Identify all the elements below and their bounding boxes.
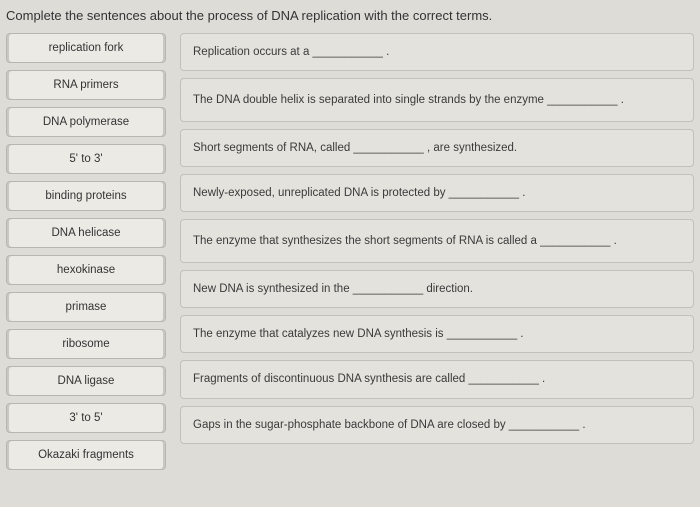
term-item[interactable]: primase — [6, 292, 166, 322]
sentence-blank[interactable]: Short segments of RNA, called __________… — [180, 129, 694, 167]
term-item[interactable]: hexokinase — [6, 255, 166, 285]
term-item[interactable]: DNA helicase — [6, 218, 166, 248]
content-area: replication fork RNA primers DNA polymer… — [0, 33, 700, 470]
term-item[interactable]: DNA polymerase — [6, 107, 166, 137]
sentence-blank[interactable]: New DNA is synthesized in the __________… — [180, 270, 694, 308]
term-item[interactable]: 3' to 5' — [6, 403, 166, 433]
sentence-blank[interactable]: The enzyme that synthesizes the short se… — [180, 219, 694, 263]
sentence-blank[interactable]: The DNA double helix is separated into s… — [180, 78, 694, 122]
term-item[interactable]: ribosome — [6, 329, 166, 359]
term-item[interactable]: binding proteins — [6, 181, 166, 211]
instruction-header: Complete the sentences about the process… — [0, 0, 700, 33]
sentence-blank[interactable]: The enzyme that catalyzes new DNA synthe… — [180, 315, 694, 353]
sentence-blank[interactable]: Fragments of discontinuous DNA synthesis… — [180, 360, 694, 398]
sentences-column: Replication occurs at a ___________ . Th… — [180, 33, 694, 470]
sentence-blank[interactable]: Newly-exposed, unreplicated DNA is prote… — [180, 174, 694, 212]
term-item[interactable]: RNA primers — [6, 70, 166, 100]
terms-column: replication fork RNA primers DNA polymer… — [6, 33, 166, 470]
term-item[interactable]: 5' to 3' — [6, 144, 166, 174]
term-item[interactable]: Okazaki fragments — [6, 440, 166, 470]
sentence-blank[interactable]: Gaps in the sugar-phosphate backbone of … — [180, 406, 694, 444]
sentence-blank[interactable]: Replication occurs at a ___________ . — [180, 33, 694, 71]
term-item[interactable]: replication fork — [6, 33, 166, 63]
term-item[interactable]: DNA ligase — [6, 366, 166, 396]
